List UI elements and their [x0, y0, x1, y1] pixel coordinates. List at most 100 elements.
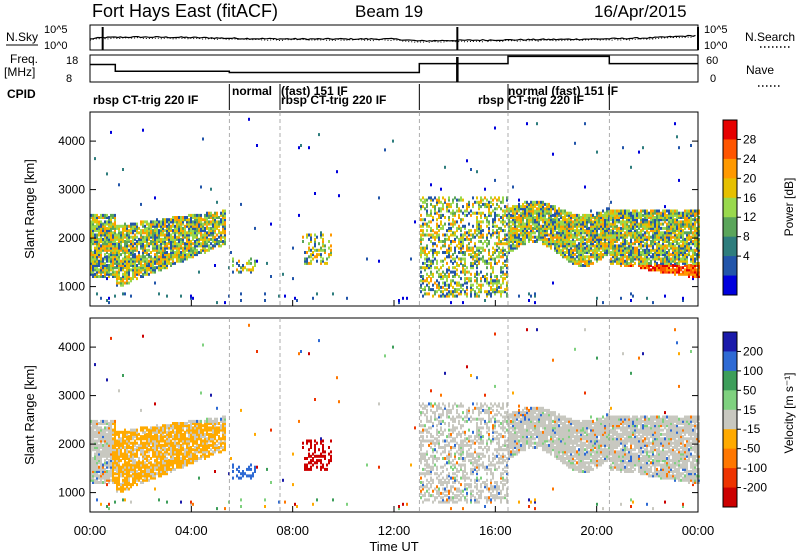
power-cell — [600, 246, 602, 250]
power-cell — [648, 220, 650, 224]
power-cell — [156, 237, 158, 241]
power-cell — [544, 242, 546, 246]
power-cell — [562, 251, 564, 254]
power-cell — [456, 272, 458, 276]
power-cell — [682, 244, 684, 248]
power-cell — [536, 240, 538, 243]
power-cell — [654, 216, 656, 219]
power-cell — [650, 209, 652, 213]
power-cell — [292, 246, 294, 250]
power-cell — [634, 231, 636, 235]
power-cell — [186, 235, 188, 239]
power-cell — [120, 244, 122, 248]
power-cell — [136, 268, 138, 272]
power-cell — [248, 268, 250, 272]
power-cell — [126, 255, 128, 259]
power-cell — [664, 209, 666, 213]
power-cell — [100, 213, 102, 217]
power-cell — [506, 237, 508, 241]
power-cell — [474, 242, 476, 246]
power-cell — [574, 220, 576, 224]
power-cell — [192, 226, 194, 230]
power-cell — [464, 237, 466, 241]
power-cell — [168, 235, 170, 239]
power-cell — [438, 294, 440, 298]
power-cell — [654, 229, 656, 233]
power-cell — [100, 246, 102, 250]
power-cell — [572, 255, 574, 259]
power-cell — [454, 281, 456, 285]
power-cell — [694, 237, 696, 241]
power-cell — [192, 224, 194, 228]
velocity-cell — [104, 476, 106, 480]
power-cell — [626, 209, 628, 213]
power-cell — [450, 283, 452, 287]
power-cell — [614, 220, 616, 224]
power-cell — [236, 261, 238, 265]
power-cell — [662, 253, 664, 257]
power-cell — [448, 285, 450, 289]
power-cell — [600, 226, 602, 230]
power-cell — [156, 266, 158, 270]
power-cell — [624, 251, 626, 254]
power-cell — [488, 240, 490, 243]
power-cell — [480, 285, 482, 289]
power-cell — [578, 255, 580, 259]
power-cell — [500, 290, 502, 294]
power-cell — [626, 224, 628, 228]
velocity-cell — [114, 450, 116, 454]
power-cell — [526, 211, 528, 215]
power-cell — [114, 248, 116, 252]
power-cell — [662, 235, 664, 239]
power-cell — [694, 253, 696, 257]
power-cell — [526, 207, 528, 211]
power-cell — [458, 283, 460, 287]
power-cell — [430, 288, 432, 292]
power-cell — [614, 251, 616, 254]
power-cell — [694, 264, 696, 267]
power-cell — [544, 218, 546, 222]
power-cell — [538, 235, 540, 239]
power-cell — [538, 213, 540, 217]
power-cell — [314, 244, 316, 248]
power-colorbar-label-1: 24 — [743, 152, 757, 166]
power-cell — [580, 246, 582, 250]
power-cell — [136, 257, 138, 261]
power-cell — [150, 240, 152, 243]
power-cell — [150, 231, 152, 235]
power-cell — [446, 268, 448, 272]
velocity-cell — [106, 452, 108, 456]
power-cell — [406, 296, 408, 300]
power-cell — [178, 246, 180, 250]
power-cell — [480, 198, 482, 202]
power-cell — [680, 211, 682, 215]
freq-lines — [90, 54, 698, 82]
power-cell — [676, 224, 678, 228]
power-cell — [118, 268, 120, 272]
power-cell — [582, 248, 584, 252]
power-cell — [670, 233, 672, 237]
power-cell — [690, 235, 692, 239]
power-cell — [676, 222, 678, 226]
power-cell — [678, 246, 680, 250]
power-cell — [662, 246, 664, 250]
power-cell — [634, 235, 636, 239]
power-cell — [428, 288, 430, 292]
power-cell — [640, 242, 642, 246]
power-cell — [142, 264, 144, 267]
power-cell — [698, 255, 700, 259]
power-cell — [460, 251, 462, 254]
power-cell — [154, 226, 156, 230]
power-cell — [436, 235, 438, 239]
power-cell — [690, 224, 692, 228]
power-cell — [212, 218, 214, 222]
power-cell — [576, 216, 578, 219]
power-cell — [240, 270, 242, 274]
power-cell — [612, 242, 614, 246]
power-cell — [168, 231, 170, 235]
velocity-cell — [94, 426, 96, 430]
power-cell — [470, 261, 472, 265]
power-cell — [604, 211, 606, 215]
power-cell — [124, 281, 126, 285]
power-cell — [200, 218, 202, 222]
